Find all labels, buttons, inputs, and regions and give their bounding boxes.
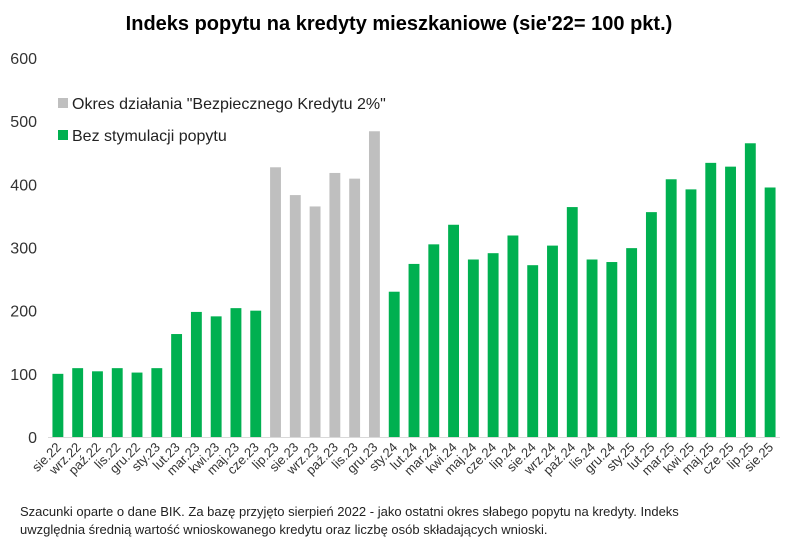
chart-title: Indeks popytu na kredyty mieszkaniowe (s… <box>126 13 673 35</box>
chart: Indeks popytu na kredyty mieszkaniowe (s… <box>10 13 780 479</box>
bar-sie.25 <box>764 187 776 437</box>
bar-maj.24 <box>467 259 479 437</box>
bar-kwi.24 <box>448 224 460 437</box>
bar-wrz.23 <box>309 206 321 437</box>
bar-sie.24 <box>527 265 539 437</box>
bar-mar.23 <box>190 311 202 437</box>
bar-lis.23 <box>349 178 361 438</box>
footnote-line-1: Szacunki oparte o dane BIK. Za bazę przy… <box>20 504 679 519</box>
bar-gru.23 <box>368 131 380 438</box>
bar-lip.24 <box>507 235 519 437</box>
legend-swatch-no-stimulus <box>58 130 68 140</box>
y-tick-label: 400 <box>10 177 37 194</box>
bar-mar.24 <box>428 244 440 437</box>
footnote: Szacunki oparte o dane BIK. Za bazę przy… <box>20 503 780 539</box>
bar-sty.24 <box>388 291 400 437</box>
legend-swatch-bk2 <box>58 98 68 108</box>
bar-sty.25 <box>626 248 638 437</box>
bar-lip.25 <box>744 143 756 437</box>
y-tick-label: 100 <box>10 367 37 384</box>
y-axis: 0 100 200 300 400 500 600 <box>10 51 37 447</box>
bar-paź.24 <box>566 207 578 437</box>
y-tick-label: 600 <box>10 51 37 68</box>
bar-sty.23 <box>151 368 163 437</box>
bar-maj.25 <box>705 162 717 437</box>
bar-cze.23 <box>250 310 262 437</box>
bars <box>52 131 776 438</box>
bar-lut.23 <box>171 334 183 437</box>
bar-sie.23 <box>289 195 301 437</box>
bar-lip.23 <box>270 167 281 438</box>
bar-kwi.25 <box>685 189 697 437</box>
bar-cze.25 <box>725 166 736 437</box>
bar-sie.22 <box>52 373 64 437</box>
bar-paź.22 <box>92 371 103 437</box>
bar-paź.23 <box>329 172 341 438</box>
bar-lis.22 <box>111 368 123 437</box>
y-tick-label: 500 <box>10 114 37 131</box>
y-tick-label: 0 <box>28 430 37 447</box>
legend-label-bk2: Okres działania "Bezpiecznego Kredytu 2%… <box>72 96 386 113</box>
bar-wrz.22 <box>72 368 84 437</box>
bar-kwi.23 <box>210 316 222 437</box>
y-tick-label: 300 <box>10 241 37 258</box>
legend-label-no-stimulus: Bez stymulacji popytu <box>72 128 227 145</box>
bar-cze.24 <box>487 253 499 437</box>
footnote-line-2: uwzględnia średnią wartość wnioskowanego… <box>20 522 548 537</box>
bar-gru.24 <box>606 262 618 437</box>
bar-lut.24 <box>408 263 420 437</box>
legend: Okres działania "Bezpiecznego Kredytu 2%… <box>58 96 386 145</box>
bar-mar.25 <box>665 179 677 437</box>
bar-maj.23 <box>230 308 242 437</box>
bar-gru.22 <box>131 372 143 437</box>
bar-lis.24 <box>586 259 598 437</box>
x-axis-labels: sie.22wrz.22paź.22lis.22gru.22sty.23lut.… <box>29 440 776 479</box>
y-tick-label: 200 <box>10 304 37 321</box>
bar-lut.25 <box>645 212 657 437</box>
bar-wrz.24 <box>547 245 558 437</box>
